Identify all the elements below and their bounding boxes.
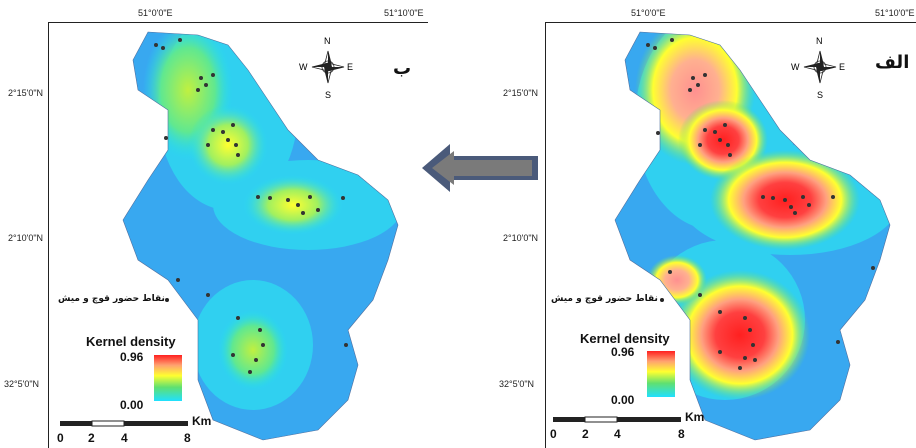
latitude-label: 2°15'0"N <box>8 88 44 98</box>
scale-tick: 0 <box>550 427 557 441</box>
west-label: W <box>791 62 800 72</box>
panel-letter: ب <box>393 58 412 79</box>
compass-rose <box>803 50 837 84</box>
panel-letter: الف <box>875 52 910 73</box>
transition-arrow <box>422 144 538 192</box>
latitude-label: 2°10'0"N <box>8 233 44 243</box>
scale-unit: Km <box>192 414 212 428</box>
scale-tick: 0 <box>57 431 64 445</box>
legend-title: Kernel density <box>580 331 670 346</box>
legend-min: 0.00 <box>120 398 144 412</box>
scale-tick: 4 <box>614 427 621 441</box>
latitude-label: 32°5'0"N <box>499 379 535 389</box>
scale-tick: 8 <box>184 431 191 445</box>
north-label: N <box>816 36 823 46</box>
compass-rose <box>311 50 345 84</box>
longitude-label: 51°0'0"E <box>631 8 666 18</box>
latitude-label: 32°5'0"N <box>4 379 40 389</box>
scale-bar <box>553 416 681 423</box>
north-label: N <box>324 36 331 46</box>
presence-points <box>646 38 875 370</box>
scale-tick: 4 <box>121 431 128 445</box>
south-label: S <box>325 90 332 100</box>
legend-color-ramp <box>154 355 182 401</box>
east-label: E <box>839 62 846 72</box>
scale-tick: 8 <box>678 427 685 441</box>
legend-color-ramp <box>647 351 675 397</box>
legend-min: 0.00 <box>611 393 635 407</box>
legend-max: 0.96 <box>120 350 144 364</box>
map-frame <box>545 22 916 448</box>
presence-legend-dot <box>660 298 664 302</box>
scale-unit: Km <box>685 410 705 424</box>
presence-legend-label: نقاط حضور قوچ و میش <box>551 294 658 304</box>
scale-tick: 2 <box>88 431 95 445</box>
longitude-label: 51°10'0"E <box>384 8 424 18</box>
map-panel-right: 51°0'0"E 51°10'0"E 2°15'0"N 2°10'0"N 32°… <box>499 0 916 448</box>
scale-tick: 2 <box>582 427 589 441</box>
east-label: E <box>347 62 354 72</box>
latitude-label: 2°15'0"N <box>503 88 539 98</box>
longitude-label: 51°0'0"E <box>138 8 173 18</box>
presence-legend-label: نقاط حضور قوچ و میش <box>58 294 165 304</box>
legend-max: 0.96 <box>611 345 635 359</box>
map-frame <box>48 22 428 448</box>
latitude-label: 2°10'0"N <box>503 233 539 243</box>
kernel-density-map <box>614 31 891 441</box>
map-panel-left: 51°0'0"E 51°10'0"E 2°15'0"N 2°10'0"N 32°… <box>4 0 428 448</box>
legend-title: Kernel density <box>86 334 176 349</box>
presence-points <box>154 38 348 374</box>
presence-legend-dot <box>165 298 169 302</box>
longitude-label: 51°10'0"E <box>875 8 915 18</box>
west-label: W <box>299 62 308 72</box>
south-label: S <box>817 90 824 100</box>
scale-bar <box>60 420 188 427</box>
kernel-density-map <box>122 31 399 441</box>
